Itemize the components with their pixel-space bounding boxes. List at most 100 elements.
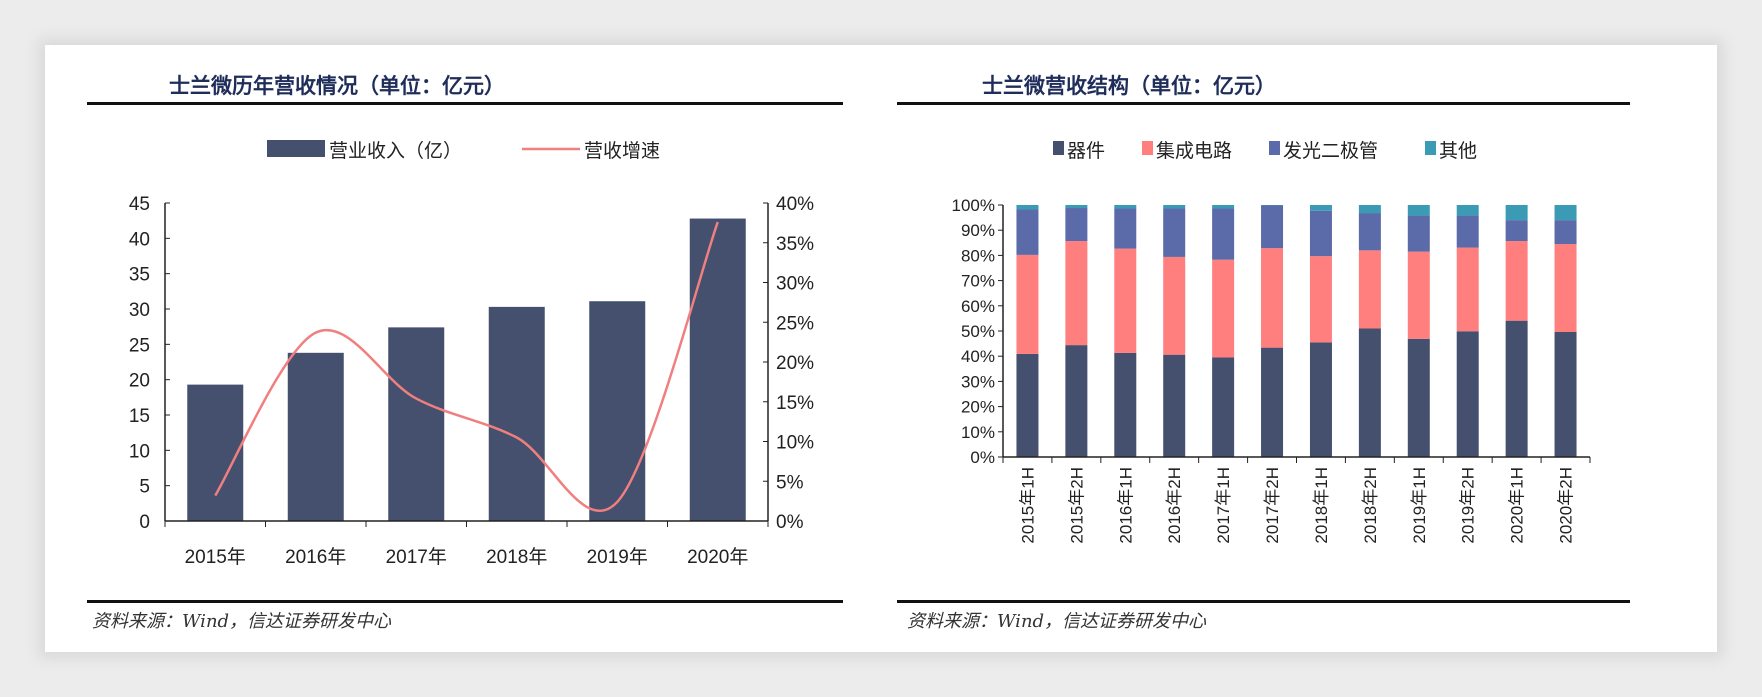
stack-segment-other (1065, 205, 1088, 209)
right-source-rule (897, 600, 1630, 603)
stack-segment-led (1407, 215, 1430, 252)
x-tick-label: 2020年1H (1508, 467, 1527, 544)
stack-segment-devices (1554, 332, 1577, 457)
y-tick-label: 45 (129, 194, 150, 215)
legend-swatch-1 (1142, 141, 1153, 155)
legend-label-3: 其他 (1439, 140, 1477, 162)
y-tick-label: 60% (961, 297, 995, 316)
x-tick-label: 2018年 (486, 546, 547, 568)
stack-segment-ic (1261, 248, 1284, 348)
x-tick-label: 2019年2H (1459, 467, 1478, 544)
y-tick-label: 100% (952, 196, 995, 215)
y-tick-label: 20% (961, 398, 995, 417)
revenue-bar (187, 384, 244, 521)
stack-segment-devices (1114, 352, 1137, 457)
stack-segment-ic (1554, 244, 1577, 333)
legend-label-growth: 营收增速 (584, 140, 660, 162)
stack-segment-devices (1016, 353, 1039, 457)
stack-segment-led (1505, 220, 1528, 242)
legend-swatch-2 (1269, 141, 1280, 155)
stack-segment-other (1358, 205, 1381, 214)
stack-segment-led (1163, 208, 1186, 257)
y-tick-label: 40% (961, 347, 995, 366)
y-tick-label: 10% (961, 423, 995, 442)
stack-segment-devices (1212, 357, 1235, 457)
y2-tick-label: 25% (776, 313, 814, 334)
right-source-note: 资料来源：Wind，信达证券研发中心 (907, 611, 1207, 632)
x-tick-label: 2016年2H (1165, 467, 1184, 544)
stack-segment-led (1358, 213, 1381, 251)
stack-segment-led (1261, 205, 1284, 249)
stack-segment-other (1554, 205, 1577, 221)
y2-tick-label: 0% (776, 512, 804, 533)
legend-label-0: 器件 (1067, 140, 1105, 162)
right-title-rule (897, 102, 1630, 105)
x-tick-label: 2019年 (587, 546, 648, 568)
stack-segment-ic (1163, 256, 1186, 355)
stack-segment-led (1212, 208, 1235, 260)
x-tick-label: 2015年2H (1067, 467, 1086, 544)
legend-label-2: 发光二极管 (1283, 140, 1378, 162)
y-tick-label: 5 (139, 477, 150, 498)
stack-segment-other (1212, 205, 1235, 209)
x-tick-label: 2018年1H (1312, 467, 1331, 544)
growth-line (214, 221, 719, 512)
stack-segment-ic (1016, 254, 1039, 354)
left-chart-title: 士兰微历年营收情况（单位：亿元） (169, 73, 505, 98)
stack-segment-other (1163, 205, 1186, 209)
y2-tick-label: 20% (776, 353, 814, 374)
stack-segment-devices (1505, 320, 1528, 457)
y-tick-label: 0 (139, 512, 150, 533)
y-tick-label: 70% (961, 272, 995, 291)
x-tick-label: 2020年 (687, 546, 748, 568)
x-tick-label: 2016年1H (1116, 467, 1135, 544)
x-tick-label: 2016年 (285, 546, 346, 568)
stack-segment-ic (1212, 259, 1235, 358)
stack-segment-other (1114, 205, 1137, 209)
legend-swatch-0 (1053, 141, 1064, 155)
stack-segment-other (1261, 205, 1284, 206)
stack-segment-ic (1407, 251, 1430, 339)
y2-tick-label: 35% (776, 234, 814, 255)
x-tick-label: 2017年1H (1214, 467, 1233, 544)
y2-tick-label: 40% (776, 194, 814, 215)
legend-label-1: 集成电路 (1156, 140, 1232, 162)
y2-tick-label: 30% (776, 274, 814, 295)
x-tick-label: 2017年 (386, 546, 447, 568)
legend-swatch-3 (1425, 141, 1436, 155)
stack-segment-ic (1505, 241, 1528, 321)
left-source-note: 资料来源：Wind，信达证券研发中心 (92, 611, 392, 632)
y2-tick-label: 10% (776, 433, 814, 454)
x-tick-label: 2019年1H (1410, 467, 1429, 544)
y-tick-label: 40 (129, 229, 150, 250)
y-tick-label: 30% (961, 372, 995, 391)
stack-segment-led (1016, 209, 1039, 255)
y-tick-label: 35 (129, 265, 150, 286)
legend-swatch-revenue (267, 140, 325, 157)
y2-tick-label: 15% (776, 393, 814, 414)
right-chart-title: 士兰微营收结构（单位：亿元） (982, 73, 1276, 98)
stack-segment-devices (1456, 331, 1479, 457)
stack-segment-led (1114, 208, 1137, 249)
left-source-rule (87, 600, 843, 603)
stack-segment-other (1016, 205, 1039, 210)
stack-segment-other (1309, 205, 1332, 211)
stack-segment-ic (1358, 250, 1381, 329)
stack-segment-other (1407, 205, 1430, 216)
stack-segment-ic (1114, 248, 1137, 353)
stack-segment-devices (1065, 345, 1088, 457)
y-tick-label: 0% (970, 448, 995, 467)
stack-segment-ic (1456, 247, 1479, 332)
stack-segment-led (1065, 208, 1088, 242)
y-tick-label: 10 (129, 441, 150, 462)
revenue-bar (589, 301, 646, 521)
stack-segment-led (1309, 210, 1332, 257)
revenue-bar (689, 218, 746, 521)
stack-segment-ic (1065, 241, 1088, 346)
y-tick-label: 20 (129, 371, 150, 392)
stack-segment-devices (1309, 342, 1332, 457)
y2-tick-label: 5% (776, 472, 804, 493)
stack-segment-other (1456, 205, 1479, 216)
x-tick-label: 2015年1H (1018, 467, 1037, 544)
